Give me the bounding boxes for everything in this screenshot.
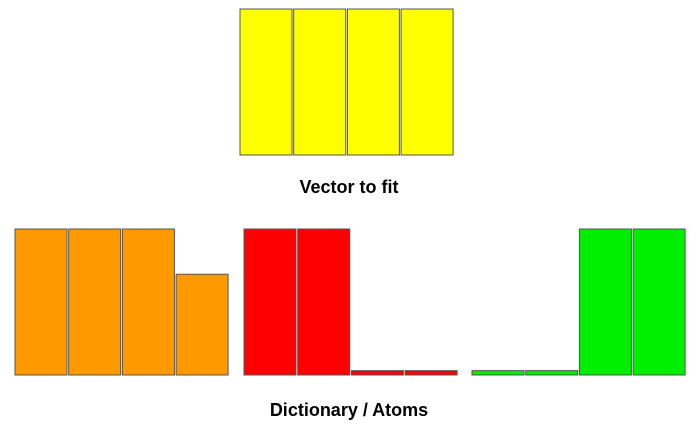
bar (68, 228, 122, 376)
bar (471, 370, 525, 376)
vector-label: Vector to fit (299, 177, 398, 197)
bar (525, 370, 579, 376)
bar (239, 8, 293, 156)
bar (14, 228, 68, 376)
bar (350, 370, 404, 376)
bar (404, 370, 458, 376)
bar (175, 273, 229, 376)
bar (293, 8, 347, 156)
dictionary-label: Dictionary / Atoms (270, 400, 428, 420)
bar (121, 228, 175, 376)
bar (632, 228, 686, 376)
bar (400, 8, 454, 156)
bar (578, 228, 632, 376)
bar (297, 228, 351, 376)
bar (346, 8, 400, 156)
bar (243, 228, 297, 376)
